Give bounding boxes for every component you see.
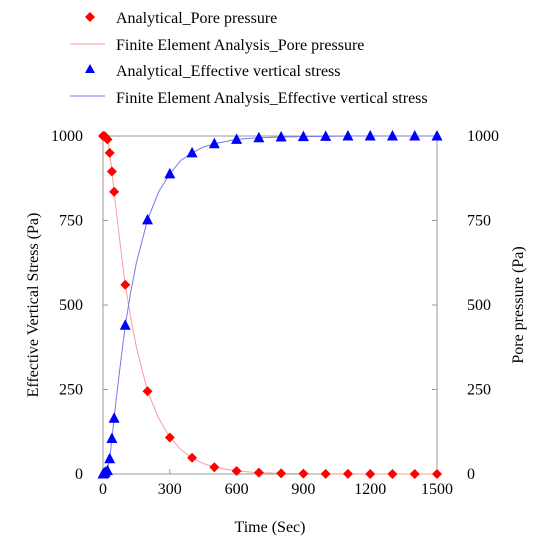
y-right-axis-title: Pore pressure (Pa): [510, 246, 527, 363]
legend-label: Finite Element Analysis_Effective vertic…: [116, 90, 428, 107]
x-tick-label: 1500: [421, 481, 453, 498]
data-point-triangle: [364, 130, 376, 141]
data-point-diamond: [109, 186, 120, 197]
legend-entry-analytical-pore-pressure: Analytical_Pore pressure: [85, 10, 277, 27]
x-tick-label: 900: [291, 481, 315, 498]
y-left-axis-title: Effective Vertical Stress (Pa): [25, 213, 42, 398]
legend-entry-analytical-effective-stress: Analytical_Effective vertical stress: [85, 63, 341, 80]
data-point-diamond: [106, 166, 117, 177]
x-tick-label: 1200: [354, 481, 386, 498]
y-left-tick-label: 250: [59, 382, 83, 399]
data-point-triangle: [108, 412, 120, 423]
data-point-diamond: [365, 468, 376, 479]
data-point-diamond: [142, 386, 153, 397]
data-point-triangle: [386, 130, 398, 141]
legend-marker-diamond: [85, 12, 95, 22]
data-point-diamond: [342, 468, 353, 479]
data-point-diamond: [164, 432, 175, 443]
data-point-triangle: [320, 130, 332, 141]
data-point-diamond: [253, 467, 264, 478]
y-right-tick-label: 1000: [467, 128, 499, 145]
x-tick-label: 300: [158, 481, 182, 498]
y-left-tick-label: 0: [75, 466, 83, 483]
chart-legend: Analytical_Pore pressure Finite Element …: [70, 10, 428, 107]
data-point-triangle: [119, 319, 131, 330]
y-left-tick-label: 750: [59, 213, 83, 230]
data-point-diamond: [320, 468, 331, 479]
data-point-triangle: [431, 130, 443, 141]
y-right-tick-label: 250: [467, 382, 491, 399]
data-point-triangle: [142, 213, 154, 225]
data-point-triangle: [409, 130, 421, 141]
legend-label: Analytical_Effective vertical stress: [116, 63, 341, 80]
y-left-tick-label: 500: [59, 297, 83, 314]
data-point-diamond: [409, 468, 420, 479]
data-point-diamond: [276, 468, 287, 479]
y-right-tick-label: 750: [467, 213, 491, 230]
data-point-diamond: [387, 468, 398, 479]
series-lines: [102, 135, 438, 475]
y-right-tick-label: 0: [467, 466, 475, 483]
data-point-triangle: [104, 452, 116, 464]
legend-label: Analytical_Pore pressure: [116, 10, 277, 27]
legend-marker-triangle: [85, 64, 95, 73]
data-point-triangle: [253, 131, 265, 143]
plot-area-frame: [102, 135, 438, 475]
series-line-3: [102, 135, 437, 475]
data-point-triangle: [275, 131, 287, 142]
data-point-diamond: [104, 147, 115, 158]
data-point-diamond: [209, 462, 220, 473]
data-point-triangle: [164, 167, 176, 179]
legend-entry-fea-effective-stress: Finite Element Analysis_Effective vertic…: [70, 90, 428, 107]
x-tick-label: 600: [225, 481, 249, 498]
data-point-diamond: [432, 469, 442, 479]
series-markers: [97, 130, 443, 479]
axis-ticks: 0 300 600 900 1200 1500 0 250 500 750 1000 0 250 500 7…: [51, 128, 499, 498]
data-point-diamond: [102, 134, 113, 145]
data-point-triangle: [101, 464, 113, 476]
data-point-triangle: [297, 130, 309, 142]
data-point-diamond: [187, 452, 198, 463]
data-point-triangle: [342, 130, 354, 141]
data-point-triangle: [186, 146, 198, 158]
data-point-triangle: [106, 432, 118, 444]
data-point-diamond: [231, 465, 242, 476]
data-point-diamond: [120, 279, 131, 290]
legend-entry-fea-pore-pressure: Finite Element Analysis_Pore pressure: [70, 37, 364, 54]
y-left-tick-label: 1000: [51, 128, 83, 145]
data-point-triangle: [208, 137, 220, 149]
series-line-1: [103, 135, 438, 475]
data-point-triangle: [231, 133, 243, 144]
x-tick-label: 0: [99, 481, 107, 498]
legend-label: Finite Element Analysis_Pore pressure: [116, 37, 364, 54]
data-point-diamond: [298, 468, 309, 479]
x-axis-title: Time (Sec): [235, 519, 306, 536]
y-right-tick-label: 500: [467, 297, 491, 314]
